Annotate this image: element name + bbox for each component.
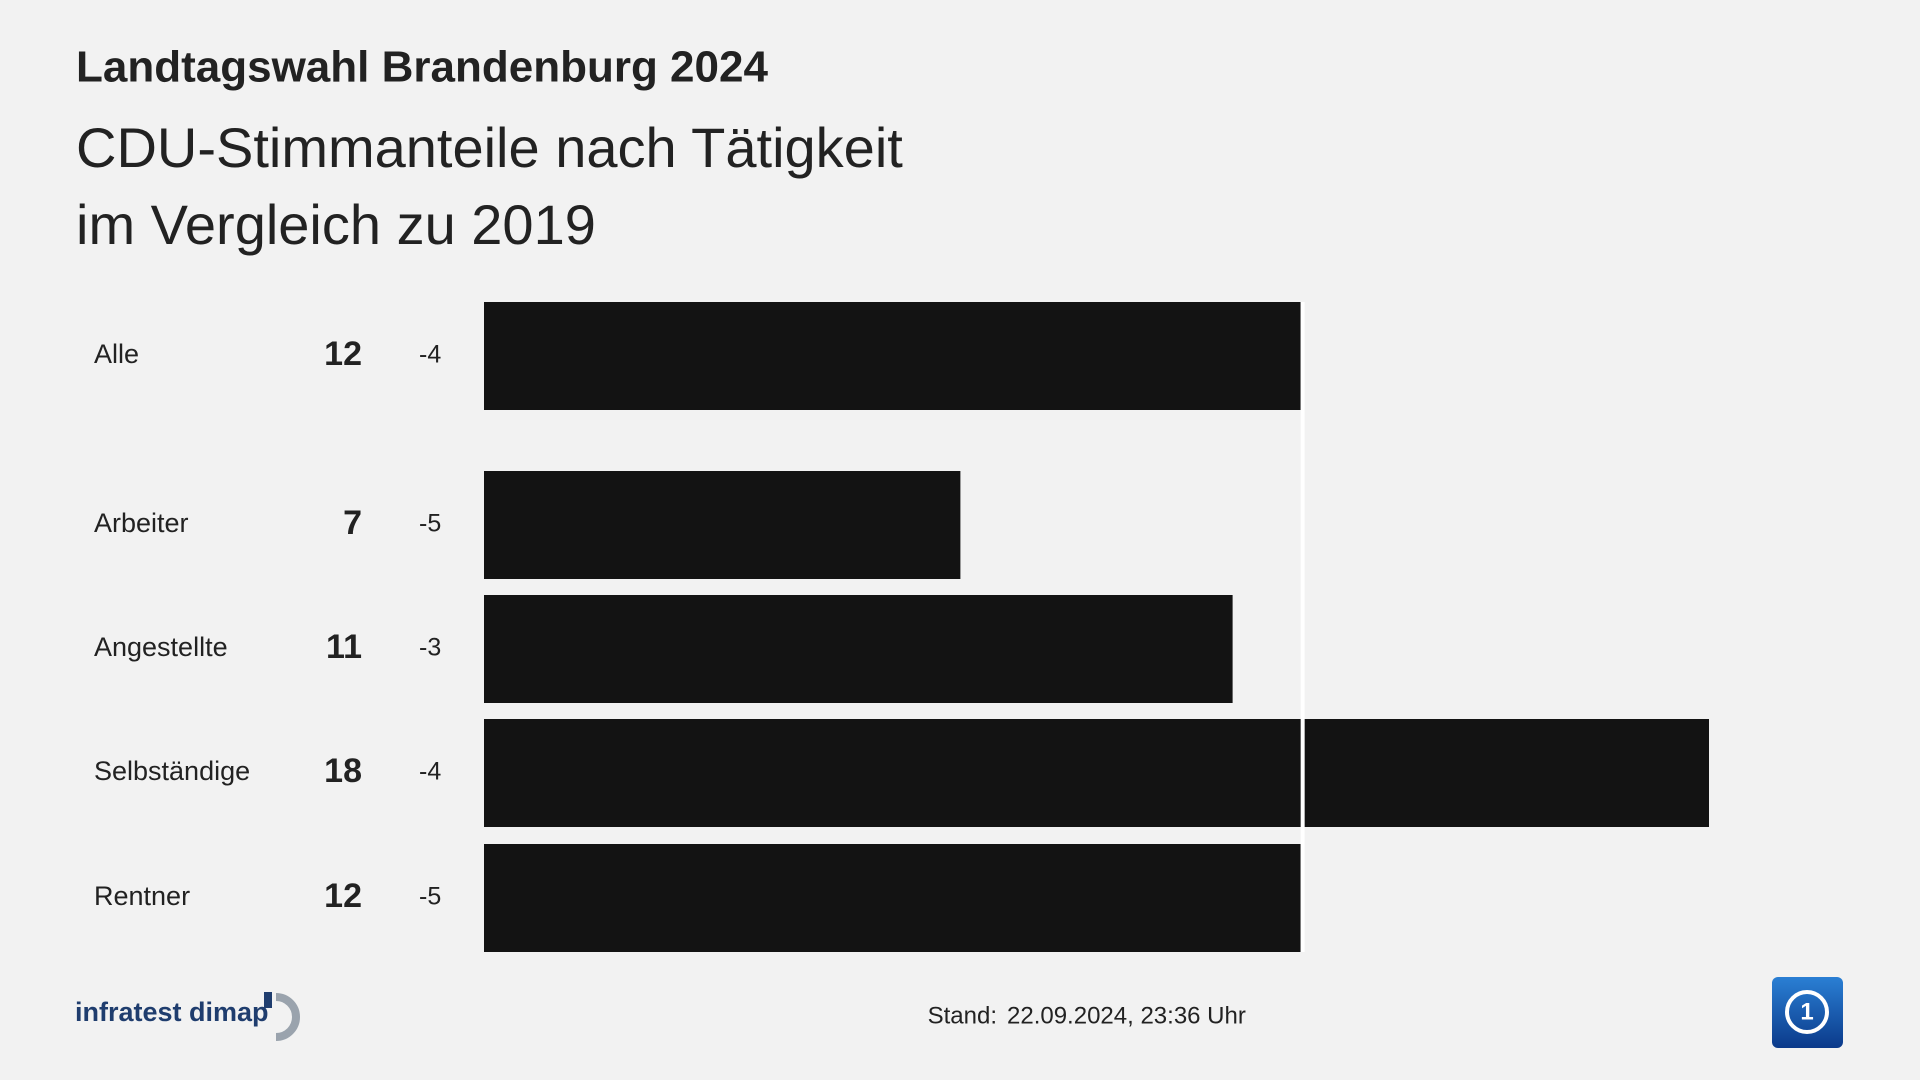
value-label: 18	[324, 752, 362, 790]
stand-label: Stand:	[928, 1002, 997, 1029]
change-label: -3	[419, 634, 441, 662]
stand-date: 22.09.2024, 23:36 Uhr	[1007, 1002, 1246, 1029]
category-label: Selbständige	[94, 756, 250, 786]
change-label: -4	[419, 341, 441, 369]
category-label: Arbeiter	[94, 508, 189, 538]
chart-subtitle: im Vergleich zu 2019	[76, 193, 596, 256]
value-label: 12	[324, 335, 362, 373]
bar	[484, 471, 961, 579]
change-label: -5	[419, 510, 441, 538]
source-logo-text: infratest dimap	[75, 997, 269, 1027]
category-label: Angestellte	[94, 632, 228, 662]
change-label: -5	[419, 883, 441, 911]
bar	[484, 595, 1233, 703]
value-label: 11	[326, 628, 362, 666]
bar	[484, 302, 1301, 410]
value-label: 12	[324, 877, 362, 915]
category-label: Rentner	[94, 881, 190, 911]
chart-subtitle: CDU-Stimmanteile nach Tätigkeit	[76, 116, 903, 179]
bar	[484, 719, 1709, 827]
bar	[484, 844, 1301, 952]
change-label: -4	[419, 758, 441, 786]
svg-text:1: 1	[1800, 998, 1813, 1025]
broadcaster-logo: 1	[1772, 977, 1843, 1048]
chart-title: Landtagswahl Brandenburg 2024	[76, 43, 768, 92]
source-logo-icon	[264, 992, 300, 1041]
category-label: Alle	[94, 339, 139, 369]
value-label: 7	[343, 504, 362, 542]
